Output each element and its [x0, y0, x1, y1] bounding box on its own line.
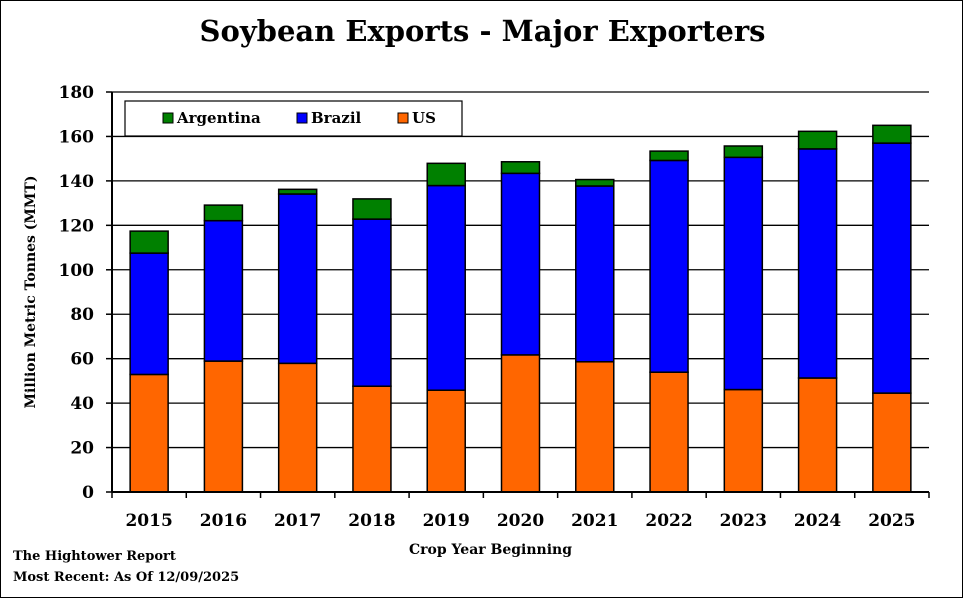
y-tick-label: 40	[70, 394, 94, 414]
x-tick-label: 2025	[868, 511, 915, 531]
x-tick-label: 2015	[125, 511, 172, 531]
bar-argentina-2020	[500, 161, 541, 175]
bar-us-2023	[723, 388, 764, 493]
x-tick-label: 2020	[497, 511, 544, 531]
x-tick-label: 2018	[348, 511, 395, 531]
y-tick-label: 140	[59, 172, 95, 192]
y-tick-label: 60	[70, 350, 94, 370]
bar-us-2016	[203, 360, 244, 493]
y-axis-title: Million Metric Tonnes (MMT)	[23, 176, 39, 409]
bar-us-2024	[797, 377, 838, 493]
x-tick-label: 2017	[274, 511, 321, 531]
bar-brazil-2016	[203, 219, 244, 362]
bar-argentina-2021	[575, 178, 615, 187]
bar-brazil-2023	[723, 156, 764, 391]
bar-brazil-2024	[797, 148, 838, 379]
footer-source: The Hightower Report	[13, 549, 176, 564]
x-tick-label: 2022	[645, 511, 692, 531]
x-tick-label: 2023	[720, 511, 767, 531]
legend-label-brazil: Brazil	[311, 109, 362, 127]
bar-us-2015	[129, 373, 169, 493]
bar-us-2020	[500, 354, 541, 493]
y-tick-label: 100	[59, 261, 95, 281]
x-tick-label: 2016	[200, 511, 247, 531]
y-tick-label: 180	[59, 83, 95, 103]
footer-date: Most Recent: As Of 12/09/2025	[13, 570, 240, 585]
x-tick-label: 2021	[571, 511, 618, 531]
bar-us-2019	[426, 389, 466, 493]
bar-argentina-2015	[129, 230, 169, 254]
y-tick-label: 120	[59, 216, 95, 236]
bar-us-2025	[872, 392, 912, 493]
bar-brazil-2019	[426, 184, 466, 391]
chart-title: Soybean Exports - Major Exporters	[199, 14, 766, 48]
bar-brazil-2020	[500, 172, 541, 356]
bar-us-2017	[277, 362, 318, 493]
axes: 0 20 40 60 80 100 120 140 160 180 2015 2016 2017 2018…	[59, 83, 930, 531]
x-tick-label: 2024	[794, 511, 841, 531]
bar-argentina-2024	[797, 130, 838, 150]
legend-label-argentina: Argentina	[176, 109, 261, 127]
y-tick-label: 0	[82, 483, 94, 503]
y-tick-label: 80	[70, 305, 94, 325]
bar-argentina-2025	[872, 124, 912, 144]
legend-swatch-argentina	[162, 112, 174, 124]
x-axis-title: Crop Year Beginning	[409, 542, 572, 558]
bar-us-2018	[352, 385, 392, 493]
bar-argentina-2017	[277, 188, 318, 195]
legend-swatch-brazil	[296, 112, 308, 124]
bar-brazil-2017	[277, 193, 318, 365]
legend-label-us: US	[412, 109, 436, 127]
bars	[129, 124, 912, 493]
bar-argentina-2022	[649, 150, 689, 162]
legend-swatch-us	[397, 112, 409, 124]
bar-argentina-2019	[426, 162, 466, 187]
bar-brazil-2021	[575, 185, 615, 363]
bar-us-2021	[575, 361, 615, 493]
bar-brazil-2022	[649, 159, 689, 373]
bar-argentina-2023	[723, 145, 764, 159]
bar-brazil-2018	[352, 218, 392, 387]
bar-argentina-2016	[203, 204, 244, 222]
y-tick-label: 160	[59, 127, 95, 147]
x-tick-label: 2019	[423, 511, 470, 531]
bar-brazil-2015	[129, 252, 169, 376]
legend: Argentina Brazil US	[124, 100, 463, 137]
bar-us-2022	[649, 371, 689, 493]
bar-argentina-2018	[352, 198, 392, 220]
y-tick-label: 20	[70, 439, 94, 459]
bar-brazil-2025	[872, 142, 912, 394]
